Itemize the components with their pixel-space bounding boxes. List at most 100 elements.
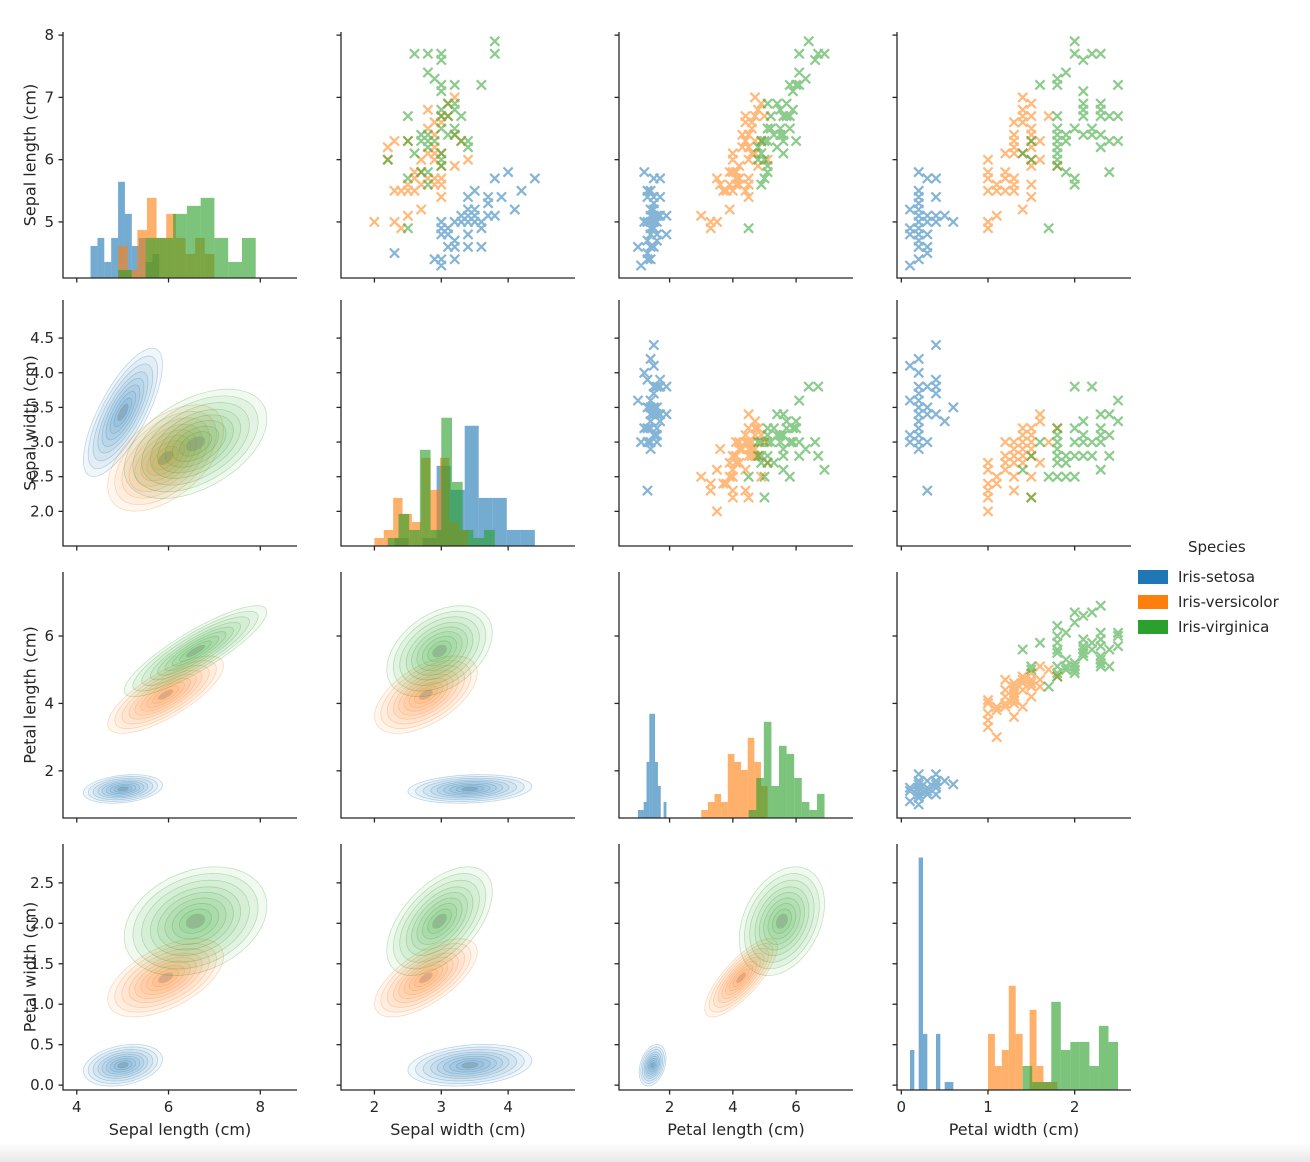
svg-text:6: 6 (44, 151, 54, 169)
scatter-layer-Iris-setosa (904, 768, 959, 810)
svg-text:2.0: 2.0 (30, 502, 54, 520)
kde-layer-Iris-versicolor (704, 938, 778, 1018)
svg-text:1.0: 1.0 (30, 995, 54, 1013)
panel-0-3 (892, 32, 1131, 283)
svg-text:2: 2 (1070, 1098, 1080, 1116)
svg-text:1.5: 1.5 (30, 955, 54, 973)
scatter-layer-Iris-versicolor (982, 92, 1063, 234)
y-axis-label-sepal-length: Sepal length (cm) (20, 83, 40, 227)
panel-3-0: 4 6 8 0.0 0.5 1.0 1.5 2.0 2.5 (30, 844, 297, 1116)
svg-text:3.0: 3.0 (30, 433, 54, 451)
svg-text:2.5: 2.5 (30, 468, 54, 486)
y-axis-label-sepal-width: Sepal width (cm) (20, 355, 40, 491)
hist-layer-Iris-virginica (387, 417, 495, 546)
svg-text:6: 6 (164, 1098, 174, 1116)
kde-layer-Iris-versicolor (107, 655, 224, 734)
svg-text:5: 5 (44, 213, 54, 231)
svg-text:1: 1 (983, 1098, 993, 1116)
kde-layer-Iris-virginica (123, 866, 268, 976)
svg-text:4: 4 (728, 1098, 738, 1116)
y-axis-label-petal-length: Petal length (cm) (20, 626, 40, 764)
panel-2-1 (336, 572, 575, 823)
x-axis-label-sepal-length: Sepal length (cm) (108, 1120, 252, 1139)
svg-text:2: 2 (44, 762, 54, 780)
legend-entry-setosa: Iris-setosa (1138, 564, 1279, 589)
panel-3-3: 0 1 2 (892, 844, 1131, 1116)
svg-text:3.5: 3.5 (30, 398, 54, 416)
kde-layer-Iris-setosa (638, 1044, 667, 1087)
legend-label-versicolor: Iris-versicolor (1178, 592, 1279, 611)
svg-text:2: 2 (370, 1098, 380, 1116)
scatter-layer-Iris-setosa (632, 166, 672, 271)
panel-1-1 (336, 300, 575, 551)
x-axis-label-sepal-width: Sepal width (cm) (390, 1120, 526, 1139)
kde-layer-Iris-virginica (386, 605, 493, 698)
legend-label-virginica: Iris-virginica (1178, 617, 1270, 636)
legend-title: Species (1188, 538, 1246, 556)
kde-layer-Iris-versicolor (107, 404, 224, 512)
legend-entry-versicolor: Iris-versicolor (1138, 589, 1279, 614)
svg-text:4.0: 4.0 (30, 364, 54, 382)
x-axis-label-petal-length: Petal length (cm) (667, 1120, 805, 1139)
y-axis-label-petal-width: Petal width (cm) (20, 901, 40, 1033)
kde-layer-Iris-virginica (123, 388, 268, 499)
scatter-layer-Iris-setosa (904, 166, 959, 271)
scatter-layer-Iris-versicolor (982, 661, 1063, 743)
panel-2-2 (614, 572, 853, 823)
scatter-layer-Iris-setosa (632, 339, 672, 496)
svg-text:2.5: 2.5 (30, 874, 54, 892)
scatter-layer-Iris-virginica (1017, 35, 1124, 234)
svg-text:8: 8 (44, 26, 54, 44)
svg-text:0.5: 0.5 (30, 1036, 54, 1054)
svg-text:4.5: 4.5 (30, 329, 54, 347)
kde-layer-Iris-setosa (82, 1043, 163, 1087)
panel-2-3 (892, 572, 1131, 823)
kde-layer-Iris-setosa (407, 774, 533, 804)
svg-text:0: 0 (897, 1098, 907, 1116)
svg-text:6: 6 (791, 1098, 801, 1116)
svg-text:8: 8 (256, 1098, 266, 1116)
scatter-layer-Iris-virginica (743, 381, 830, 503)
svg-text:0.0: 0.0 (30, 1076, 54, 1094)
panel-0-1 (336, 32, 575, 283)
scatter-layer-Iris-virginica (1017, 381, 1124, 503)
virginica-color-swatch (1138, 619, 1168, 634)
panel-0-0: 5 6 7 8 (44, 26, 297, 283)
panel-3-1: 2 3 4 (336, 844, 575, 1116)
scatter-layer-Iris-virginica (743, 35, 830, 234)
kde-layer-Iris-setosa (83, 774, 163, 804)
scatter-layer-Iris-versicolor (982, 408, 1063, 517)
panel-1-0: 2.0 2.5 3.0 3.5 4.0 4.5 (30, 300, 297, 551)
hist-layer-Iris-virginica (748, 721, 825, 818)
svg-text:3: 3 (437, 1098, 447, 1116)
hist-layer-Iris-setosa (910, 857, 954, 1090)
kde-layer-Iris-versicolor (374, 655, 478, 734)
svg-text:4: 4 (503, 1098, 513, 1116)
kde-layer-Iris-setosa (407, 1044, 533, 1087)
panel-3-2: 2 4 6 (614, 844, 853, 1116)
hist-layer-Iris-virginica (118, 197, 256, 278)
kde-layer-Iris-virginica (738, 866, 825, 976)
svg-text:2: 2 (665, 1098, 675, 1116)
setosa-color-swatch (1138, 569, 1168, 584)
panel-0-2 (614, 32, 853, 283)
versicolor-color-swatch (1138, 594, 1168, 609)
panel-2-0: 2 4 6 (44, 572, 297, 823)
legend-entry-virginica: Iris-virginica (1138, 614, 1279, 639)
x-axis-label-petal-width: Petal width (cm) (948, 1120, 1080, 1139)
scatter-layer-Iris-setosa (389, 166, 541, 271)
hist-layer-Iris-virginica (1022, 1001, 1118, 1090)
legend: Species Iris-setosa Iris-versicolor Iris… (1138, 538, 1279, 639)
svg-text:2.0: 2.0 (30, 914, 54, 932)
svg-text:4: 4 (44, 694, 54, 712)
scatter-layer-Iris-setosa (904, 339, 959, 496)
panel-1-2 (614, 300, 853, 551)
panel-1-3 (892, 300, 1131, 551)
hist-layer-Iris-setosa (637, 713, 667, 818)
kde-layer-Iris-versicolor (107, 938, 224, 1018)
scatter-layer-Iris-virginica (1017, 600, 1124, 692)
svg-text:7: 7 (44, 88, 54, 106)
kde-layer-Iris-virginica (123, 605, 268, 698)
